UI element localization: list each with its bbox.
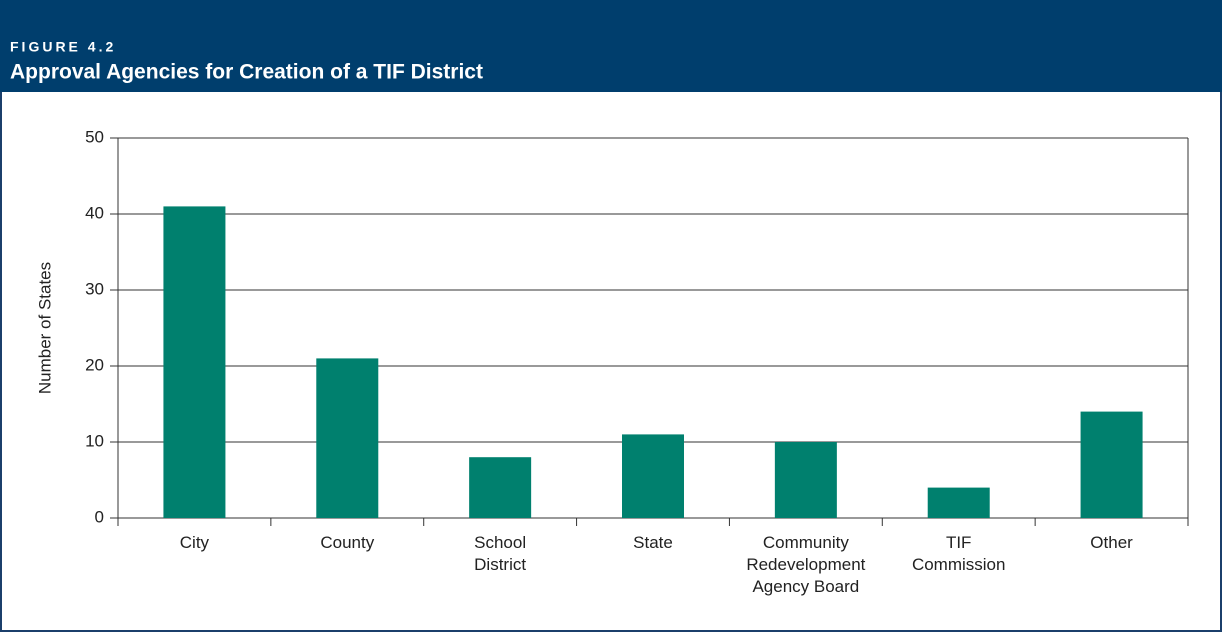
y-tick-label: 50	[85, 127, 104, 146]
x-tick-label: County	[320, 533, 374, 552]
y-tick-label: 0	[95, 507, 104, 526]
x-tick-label: School District	[474, 533, 526, 574]
x-tick-label: City	[180, 533, 210, 552]
bar	[316, 358, 379, 518]
bar	[469, 457, 532, 518]
bar	[927, 487, 990, 518]
y-tick-label: 10	[85, 431, 104, 450]
y-tick-label: 40	[85, 203, 104, 222]
header	[0, 0, 1222, 92]
chart-title: Approval Agencies for Creation of a TIF …	[10, 61, 483, 84]
y-axis-label: Number of States	[35, 262, 54, 394]
bar	[622, 434, 684, 518]
bar	[163, 206, 226, 518]
y-tick-label: 30	[85, 279, 104, 298]
x-tick-label: TIF Commission	[912, 533, 1006, 574]
bar	[1080, 411, 1143, 518]
x-tick-label: Community Redevelopment Agency Board	[746, 533, 865, 596]
figure-label: FIGURE 4.2	[10, 39, 116, 55]
x-tick-label: Other	[1090, 533, 1133, 552]
x-tick-label: State	[633, 533, 673, 552]
y-tick-label: 20	[85, 355, 104, 374]
bar	[774, 442, 837, 518]
